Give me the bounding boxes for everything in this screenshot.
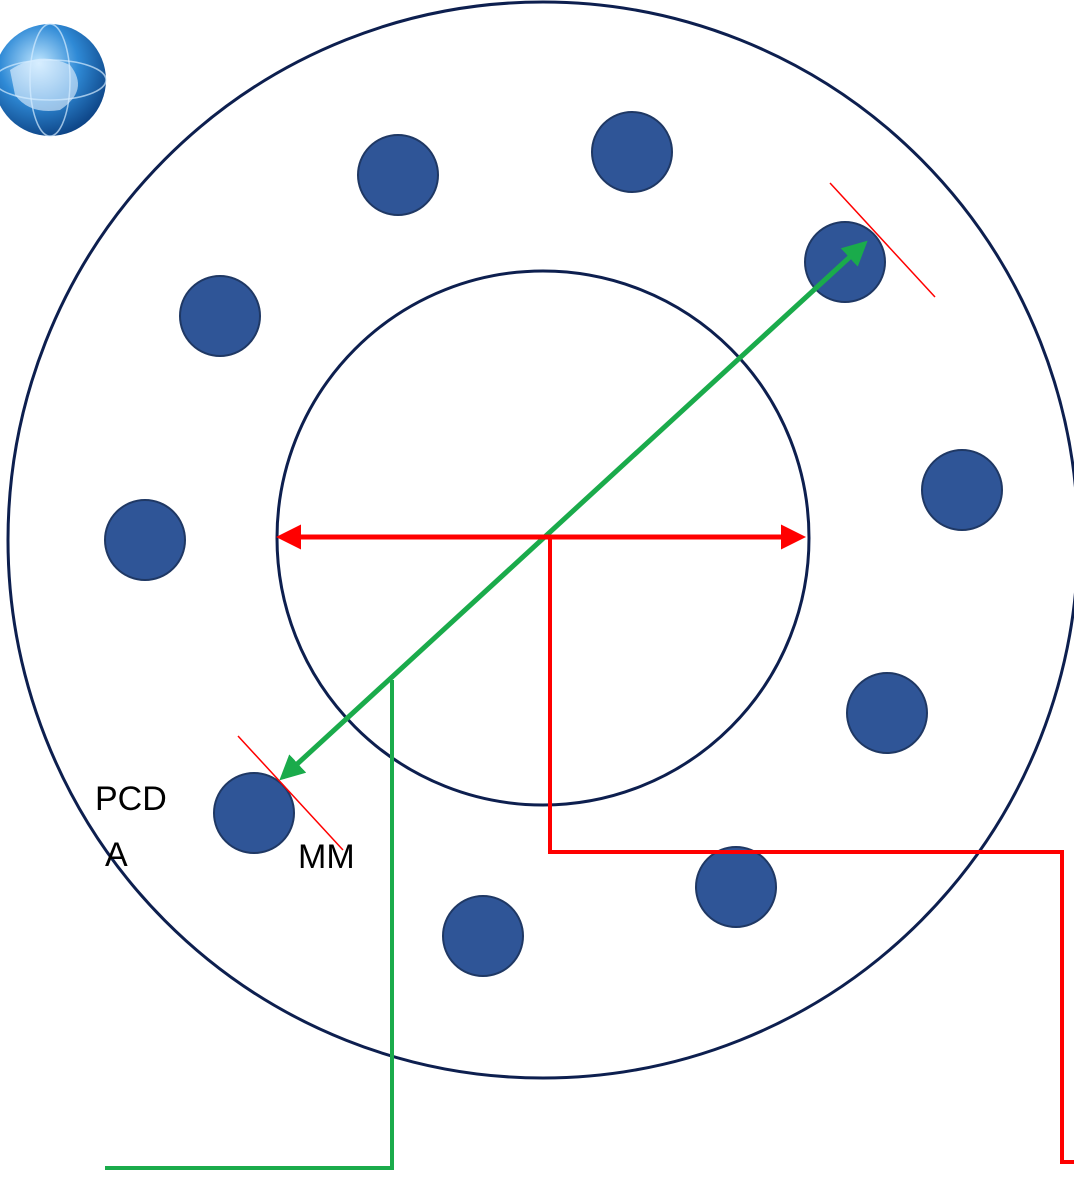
label-mm: MM [298, 838, 355, 876]
label-a: A [105, 836, 128, 874]
outer-circle [6, 0, 1074, 1080]
bore-leader [548, 537, 1074, 1164]
globe-icon [0, 23, 107, 137]
tick-line [237, 735, 344, 851]
tick-line [829, 182, 936, 298]
label-pcd: PCD [95, 780, 167, 818]
pcd-leader [105, 680, 394, 1170]
bolt-holes [104, 111, 1003, 977]
pcd-arrow [279, 240, 868, 781]
